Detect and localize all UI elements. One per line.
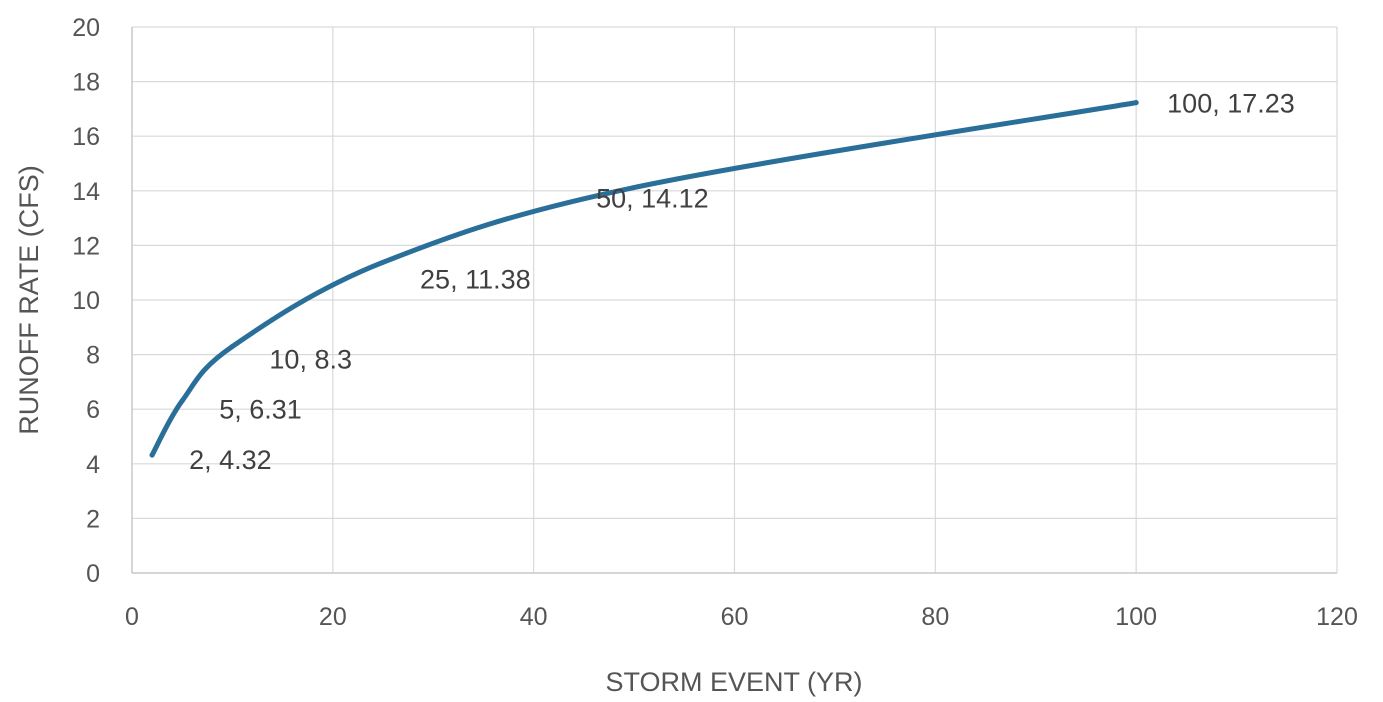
y-axis-title: RUNOFF RATE (CFS) <box>14 165 44 434</box>
series-line-0 <box>149 100 1139 458</box>
y-tick-label: 6 <box>86 396 100 424</box>
grid <box>132 26 1338 573</box>
x-tick-label: 20 <box>319 603 347 631</box>
x-tick-label: 60 <box>721 603 749 631</box>
x-tick-label: 0 <box>125 603 139 631</box>
data-point <box>1133 100 1139 106</box>
y-tick-label: 16 <box>72 123 100 151</box>
data-point <box>179 398 185 404</box>
data-label: 10, 8.3 <box>269 344 352 374</box>
data-labels: 2, 4.32 5, 6.31 10, 8.3 25, 11.38 50, 14.12 1… <box>189 89 1295 475</box>
x-tick-label: 100 <box>1115 603 1157 631</box>
axes <box>131 27 1337 574</box>
x-tick-label: 80 <box>921 603 949 631</box>
data-label: 100, 17.23 <box>1167 89 1295 119</box>
data-label: 2, 4.32 <box>189 445 272 475</box>
y-tick-label: 8 <box>86 342 100 370</box>
data-label: 50, 14.12 <box>596 184 709 214</box>
x-tick-labels: 0 20 40 60 80 100 120 <box>125 603 1358 631</box>
y-tick-label: 2 <box>86 505 100 533</box>
data-point <box>380 259 386 265</box>
x-tick-label: 120 <box>1316 603 1358 631</box>
y-tick-label: 0 <box>86 560 100 588</box>
y-tick-label: 20 <box>72 14 100 42</box>
data-label: 25, 11.38 <box>420 264 531 294</box>
y-tick-label: 14 <box>72 178 100 206</box>
data-point <box>631 185 637 191</box>
x-tick-label: 40 <box>520 603 548 631</box>
data-label: 5, 6.31 <box>219 395 302 425</box>
series <box>149 100 1139 458</box>
y-tick-label: 12 <box>72 232 100 260</box>
y-tick-label: 18 <box>72 69 100 97</box>
x-axis-title: STORM EVENT (YR) <box>605 667 862 697</box>
y-tick-labels: 0 2 4 6 8 10 12 14 16 18 20 <box>72 14 100 588</box>
y-tick-label: 10 <box>72 287 100 315</box>
data-point <box>149 452 155 458</box>
data-point <box>229 343 235 349</box>
y-tick-label: 4 <box>86 451 100 479</box>
